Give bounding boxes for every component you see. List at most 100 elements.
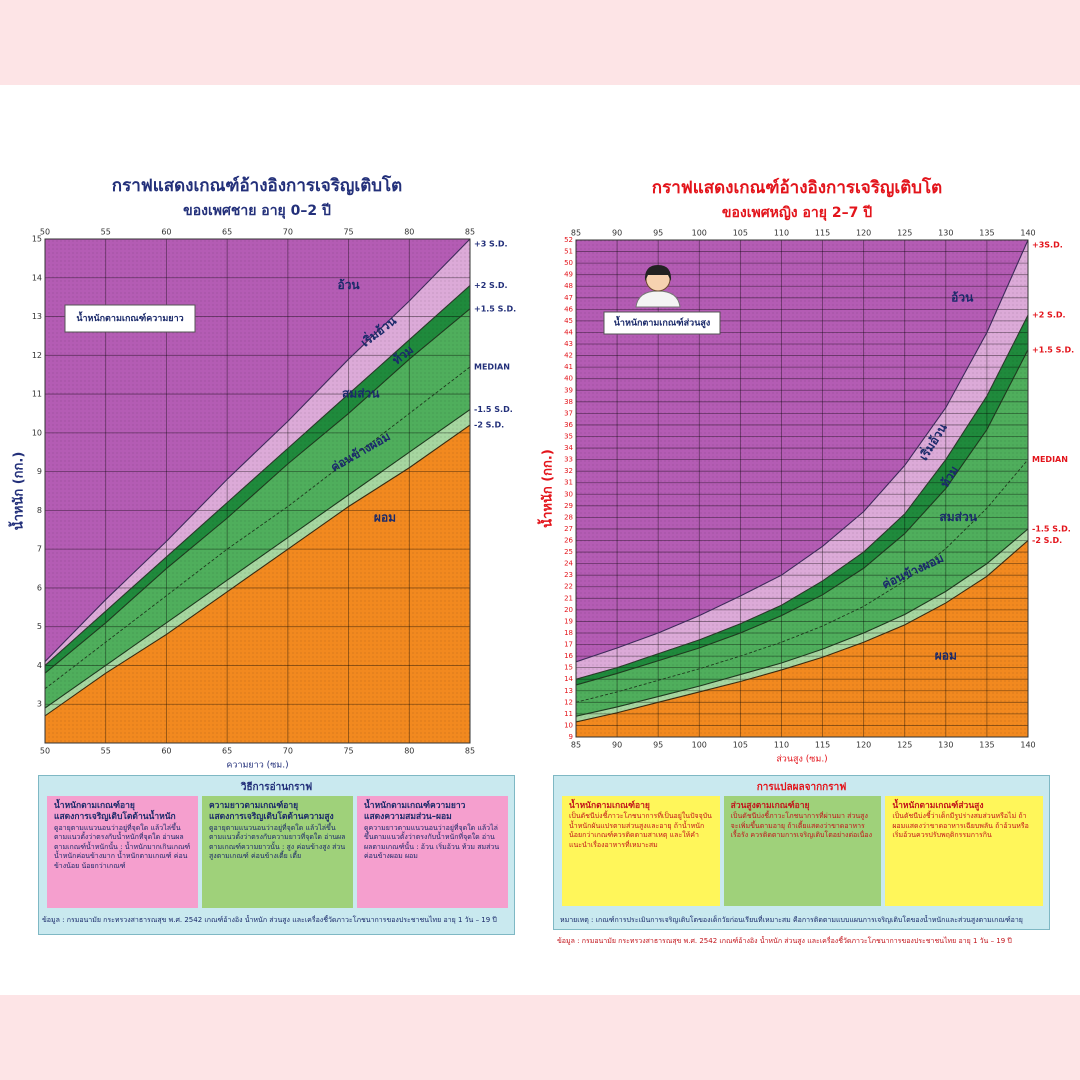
y-tick-label: 23 [564,571,573,579]
box-heading: น้ำหนักตามเกณฑ์อายุ [569,801,650,811]
y-tick-label: 30 [564,490,573,498]
y-tick-label: 11 [32,390,42,399]
curve-label: +1.5 S.D. [1032,345,1074,354]
sd-curve [576,314,1028,680]
y-tick-label: 36 [564,421,573,429]
curve-label: +2 S.D. [474,281,508,290]
x-tick-label-top: 90 [612,229,622,238]
zone-label: อ้วน [337,278,360,292]
y-tick-label: 27 [564,525,573,533]
y-tick-label: 29 [564,502,573,510]
x-tick-label-top: 85 [465,228,475,237]
sd-curve [45,285,470,666]
panel-box: ความยาวตามเกณฑ์อายุ แสดงการเจริญเติบโตด้า… [202,796,353,908]
x-tick-label-top: 60 [161,228,171,237]
y-tick-label: 22 [564,583,573,591]
y-tick-label: 51 [564,248,573,256]
x-axis-label: ความยาว (ซม.) [226,761,288,771]
x-tick-label: 85 [571,741,581,750]
curve-label: +3S.D. [1032,241,1063,250]
y-tick-label: 16 [564,652,573,660]
x-tick-label-top: 115 [815,229,830,238]
inset-label: น้ำหนักตามเกณฑ์ความยาว [76,311,183,324]
panel-box: น้ำหนักตามเกณฑ์ความยาว แสดงความสมส่วน–ผอม… [357,796,508,908]
y-tick-label: 20 [564,606,573,614]
panel-box: ส่วนสูงตามเกณฑ์อายุ เป็นดัชนีบ่งชี้ภาวะโภ… [723,796,882,906]
x-tick-label: 140 [1020,741,1035,750]
x-tick-label-top: 75 [343,228,353,237]
zone-label: ผอม [935,649,957,663]
y-tick-label: 9 [37,467,42,476]
y-tick-label: 13 [564,687,573,695]
panel-box: น้ำหนักตามเกณฑ์ส่วนสูง เป็นดัชนีบ่งชี้ว่า… [885,796,1043,906]
panel-note: หมายเหตุ : เกณฑ์การประเมินการเจริญเติบโต… [560,916,1023,924]
y-tick-label: 15 [564,664,573,672]
x-tick-label: 85 [465,747,475,756]
x-tick-label: 105 [733,741,748,750]
x-tick-label-top: 80 [404,228,414,237]
x-tick-label: 135 [979,741,994,750]
sd-curve [576,240,1028,663]
sd-curve [576,528,1028,717]
sd-curve [576,459,1028,703]
box-text: ดูอายุตามแนวนอนว่าอยู่ที่จุดใด แล้วไล่ขึ… [54,823,191,870]
box-text: ดูอายุตามแนวนอนว่าอยู่ที่จุดใด แล้วไล่ขึ… [209,823,346,861]
y-tick-label: 32 [564,467,573,475]
box-text: เป็นดัชนีบ่งชี้ภาวะโภชนาการที่เป็นอยู่ใน… [569,812,712,849]
y-tick-label: 50 [564,259,573,267]
y-tick-label: 10 [32,428,42,437]
zone-label: ผอม [374,511,396,525]
y-tick-label: 14 [32,273,42,282]
sd-curve [576,349,1028,686]
curve-label: MEDIAN [1032,455,1068,464]
y-tick-label: 9 [569,733,573,741]
box-subheading: แสดงการเจริญเติบโตด้านความสูง [209,812,334,823]
x-tick-label: 55 [101,747,111,756]
y-tick-label: 40 [564,375,573,383]
y-axis-label: น้ำหนัก (กก.) [537,449,556,528]
panel-title: วิธีการอ่านกราฟ [240,782,313,793]
box-heading: น้ำหนักตามเกณฑ์ความยาว [364,801,466,811]
sd-curve [576,540,1028,723]
y-tick-label: 49 [564,271,573,279]
x-tick-label: 115 [815,741,830,750]
curve-label: +3 S.D. [474,240,508,249]
y-tick-label: 15 [32,235,42,244]
y-tick-label: 46 [564,305,573,313]
x-tick-label: 50 [40,747,50,756]
x-tick-label-top: 55 [101,228,111,237]
y-axis-label: น้ำหนัก (กก.) [8,452,27,531]
y-tick-label: 5 [37,622,42,631]
box-heading: ส่วนสูงตามเกณฑ์อายุ [730,801,810,811]
panel-title: การแปลผลจากกราฟ [756,782,847,793]
sd-curve [45,308,470,674]
chart-title: กราฟแสดงเกณฑ์อ้างอิงการเจริญเติบโต [652,177,942,198]
box-heading: น้ำหนักตามเกณฑ์ส่วนสูง [892,801,984,811]
sd-curve [45,366,470,690]
y-tick-label: 18 [564,629,573,637]
y-tick-label: 24 [564,560,573,568]
y-tick-label: 37 [564,409,573,417]
x-tick-label-top: 65 [222,228,232,237]
box-heading: ความยาวตามเกณฑ์อายุ [209,801,299,811]
x-tick-label-top: 95 [653,229,663,238]
y-tick-label: 4 [37,661,42,670]
x-tick-label: 65 [222,747,232,756]
x-tick-label-top: 100 [692,229,707,238]
curve-label: -2 S.D. [1032,536,1062,545]
y-tick-label: 34 [564,444,573,452]
y-tick-label: 6 [37,583,42,592]
x-tick-label: 75 [343,747,353,756]
y-tick-label: 7 [37,545,42,554]
x-tick-label: 110 [774,741,789,750]
y-tick-label: 33 [564,456,573,464]
y-tick-label: 19 [564,617,573,625]
box-subheading: แสดงการเจริญเติบโตด้านน้ำหนัก [54,812,176,823]
curve-label: -2 S.D. [474,421,504,430]
curve-label: -1.5 S.D. [474,405,513,414]
x-tick-label: 130 [938,741,953,750]
y-tick-label: 26 [564,537,573,545]
x-tick-label: 125 [897,741,912,750]
sd-curve [45,424,470,717]
curve-label: +1.5 S.D. [474,304,516,313]
